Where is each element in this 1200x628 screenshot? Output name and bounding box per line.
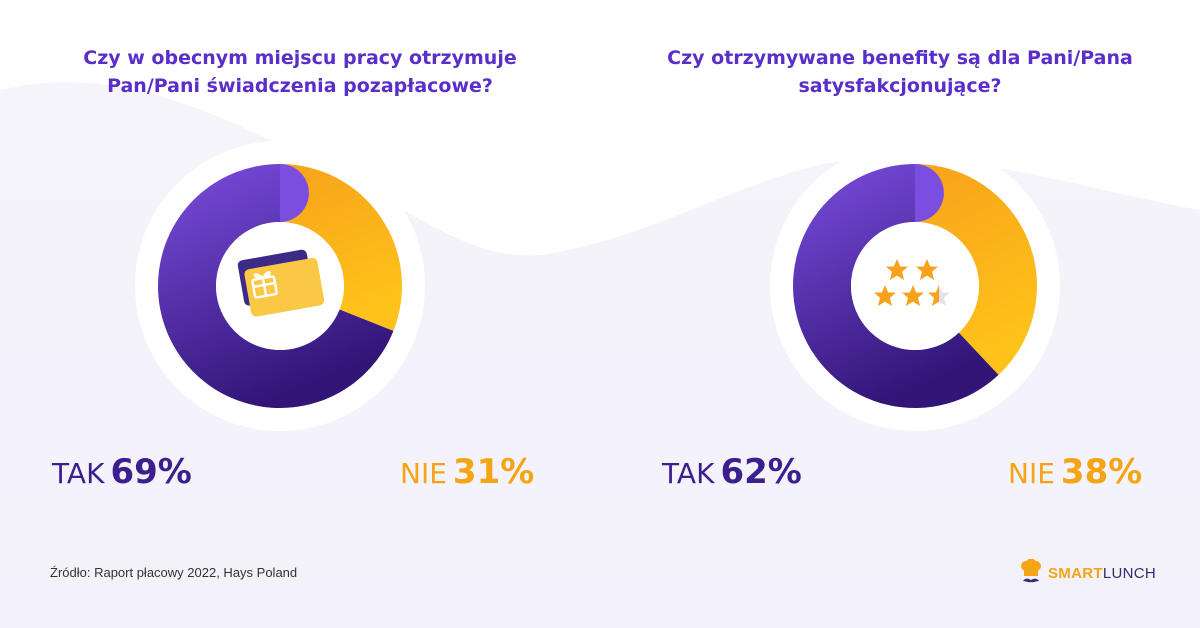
brand-logo: SMARTLUNCH xyxy=(1020,558,1156,588)
stat-yes-value: 69% xyxy=(110,452,192,492)
donut-slice-nie xyxy=(280,164,402,331)
stat-no-label: NIE xyxy=(1008,457,1055,490)
chart-title: Czy w obecnym miejscu pracy otrzymuje Pa… xyxy=(0,44,600,100)
brand-name: SMARTLUNCH xyxy=(1048,565,1156,582)
chart-panel-benefits-satisfaction: Czy otrzymywane benefity są dla Pani/Pan… xyxy=(600,0,1200,628)
stat-yes: TAK 62% xyxy=(662,452,802,492)
donut-chart-svg xyxy=(770,141,1060,431)
donut-slice-tak xyxy=(792,163,999,408)
star-rating-icon xyxy=(874,259,950,306)
stat-yes: TAK 69% xyxy=(52,452,192,492)
donut-hole xyxy=(851,222,979,350)
donut-slice-tak xyxy=(158,164,394,408)
chart-title-line-1: Czy w obecnym miejscu pracy otrzymuje xyxy=(83,47,517,69)
chef-hat-mustache-icon xyxy=(1021,559,1041,583)
donut-chart xyxy=(770,141,1060,431)
chart-title-line-2: satysfakcjonujące? xyxy=(798,75,1002,97)
chart-title: Czy otrzymywane benefity są dla Pani/Pan… xyxy=(600,44,1200,100)
donut-slices xyxy=(158,164,402,408)
donut-slice-tak-cap xyxy=(914,164,944,223)
donut-slice-tak-cap xyxy=(279,164,309,223)
stat-yes-label: TAK xyxy=(52,457,105,490)
chart-title-line-2: Pan/Pani świadczenia pozapłacowe? xyxy=(107,75,493,97)
donut-slice-nie xyxy=(915,164,1037,375)
chart-panel-benefits-received: Czy w obecnym miejscu pracy otrzymuje Pa… xyxy=(0,44,600,492)
donut-slices xyxy=(792,163,1037,408)
stat-yes-label: TAK xyxy=(662,457,715,490)
brand-lunch: LUNCH xyxy=(1102,564,1157,582)
donut-chart-svg xyxy=(135,141,425,431)
stat-no: NIE 31% xyxy=(400,452,534,492)
source-note: Źródło: Raport płacowy 2022, Hays Poland xyxy=(50,565,298,580)
stat-no-value: 31% xyxy=(452,452,535,492)
gift-card-icon xyxy=(237,249,325,317)
stat-no: NIE 38% xyxy=(1008,452,1142,492)
stat-no-value: 38% xyxy=(1060,452,1143,492)
donut-chart xyxy=(135,141,425,431)
stat-no-label: NIE xyxy=(400,457,447,490)
chart-title-line-1: Czy otrzymywane benefity są dla Pani/Pan… xyxy=(667,47,1133,69)
stat-yes-value: 62% xyxy=(720,452,802,492)
brand-smart: SMART xyxy=(1048,564,1103,582)
